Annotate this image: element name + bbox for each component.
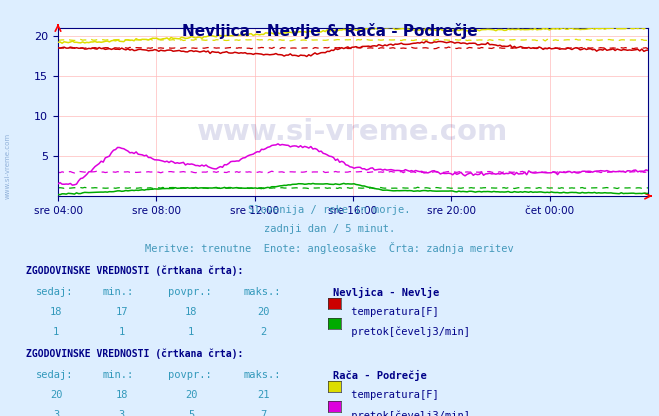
Text: 2: 2 xyxy=(260,327,267,337)
Text: povpr.:: povpr.: xyxy=(168,370,212,380)
Text: min.:: min.: xyxy=(102,370,133,380)
Text: 1: 1 xyxy=(53,327,59,337)
Text: temperatura[F]: temperatura[F] xyxy=(345,390,439,400)
Text: ZGODOVINSKE VREDNOSTI (črtkana črta):: ZGODOVINSKE VREDNOSTI (črtkana črta): xyxy=(26,349,244,359)
Text: 18: 18 xyxy=(185,307,197,317)
Text: 20: 20 xyxy=(185,390,197,400)
Text: maks.:: maks.: xyxy=(244,370,281,380)
Text: 20: 20 xyxy=(50,390,62,400)
Text: 3: 3 xyxy=(119,410,125,416)
Text: 3: 3 xyxy=(53,410,59,416)
Text: temperatura[F]: temperatura[F] xyxy=(345,307,439,317)
Text: min.:: min.: xyxy=(102,287,133,297)
Text: 20: 20 xyxy=(258,307,270,317)
Text: Slovenija / reke in morje.: Slovenija / reke in morje. xyxy=(248,205,411,215)
Text: pretok[čevelj3/min]: pretok[čevelj3/min] xyxy=(345,410,471,416)
Text: 5: 5 xyxy=(188,410,194,416)
Text: 1: 1 xyxy=(188,327,194,337)
Text: Rača - Podrečje: Rača - Podrečje xyxy=(333,370,426,381)
Text: www.si-vreme.com: www.si-vreme.com xyxy=(198,118,509,146)
Text: 7: 7 xyxy=(260,410,267,416)
Text: sedaj:: sedaj: xyxy=(36,370,74,380)
Text: zadnji dan / 5 minut.: zadnji dan / 5 minut. xyxy=(264,224,395,234)
Text: Meritve: trenutne  Enote: angleosaške  Črta: zadnja meritev: Meritve: trenutne Enote: angleosaške Črt… xyxy=(145,243,514,255)
Text: 1: 1 xyxy=(119,327,125,337)
Text: 18: 18 xyxy=(116,390,128,400)
Text: Nevljica - Nevlje: Nevljica - Nevlje xyxy=(333,287,439,298)
Text: ZGODOVINSKE VREDNOSTI (črtkana črta):: ZGODOVINSKE VREDNOSTI (črtkana črta): xyxy=(26,265,244,276)
Text: 17: 17 xyxy=(116,307,128,317)
Text: povpr.:: povpr.: xyxy=(168,287,212,297)
Text: pretok[čevelj3/min]: pretok[čevelj3/min] xyxy=(345,327,471,337)
Text: Nevljica - Nevlje & Rača - Podrečje: Nevljica - Nevlje & Rača - Podrečje xyxy=(182,23,477,39)
Text: 21: 21 xyxy=(258,390,270,400)
Text: www.si-vreme.com: www.si-vreme.com xyxy=(5,134,11,199)
Text: 18: 18 xyxy=(50,307,62,317)
Text: maks.:: maks.: xyxy=(244,287,281,297)
Text: sedaj:: sedaj: xyxy=(36,287,74,297)
